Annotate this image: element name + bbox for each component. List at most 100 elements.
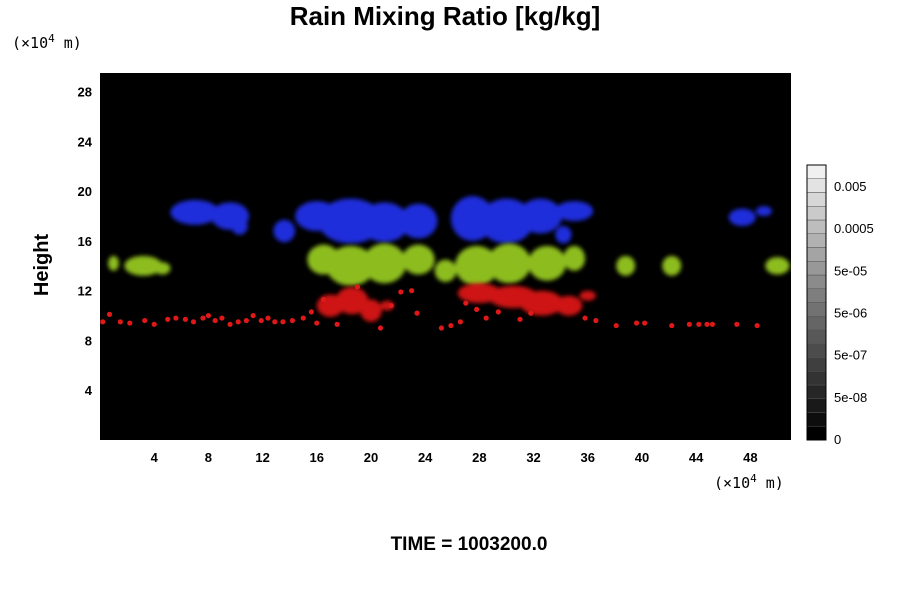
layer-0-region-12: [555, 226, 572, 244]
layer-1-region-2: [154, 262, 171, 275]
colorbar-label: 0.0005: [834, 221, 874, 236]
layer-1-region-9: [487, 243, 531, 284]
rain-dot: [117, 319, 123, 325]
rain-dot: [182, 316, 188, 322]
rain-dot: [495, 309, 501, 315]
layer-1-region-4: [326, 245, 376, 286]
layer-2-region-2: [360, 299, 382, 322]
rain-dot: [528, 310, 534, 316]
y-unit-exponent: 4: [48, 32, 55, 45]
rain-dot: [227, 321, 233, 327]
x-tick-label: 24: [418, 450, 433, 465]
layer-1-region-6: [402, 244, 435, 275]
rain-dot: [106, 311, 113, 317]
rain-dot: [517, 316, 523, 322]
x-tick-label: 20: [364, 450, 378, 465]
colorbar-level: [806, 206, 827, 221]
x-unit-prefix: (×10: [714, 474, 750, 492]
rain-dot: [280, 319, 286, 325]
rain-dot: [457, 319, 464, 325]
colorbar-label: 0: [834, 432, 841, 447]
rain-dot: [151, 321, 157, 327]
rain-dot: [709, 321, 716, 327]
layer-0-region-3: [273, 219, 296, 243]
colorbar-level: [806, 233, 827, 248]
layer-2-region-6: [520, 290, 564, 316]
layer-0-region-6: [360, 202, 409, 243]
layer-1-region-11: [563, 245, 586, 271]
rain-dot: [265, 315, 271, 321]
y-tick-label: 28: [78, 85, 92, 100]
colorbar-level: [806, 219, 827, 234]
rain-dot: [734, 321, 740, 327]
rain-dot: [314, 320, 320, 326]
rain-dot: [300, 315, 306, 321]
layer-2-region-7: [555, 295, 583, 316]
colorbar-level: [806, 192, 827, 207]
layer-0-region-14: [755, 206, 773, 217]
x-unit-label: (×104 m): [714, 472, 784, 492]
y-tick-label: 20: [78, 184, 92, 199]
plot-area: [100, 73, 791, 440]
rain-dot: [398, 289, 404, 295]
rain-dot: [205, 312, 211, 319]
layer-1-region-13: [662, 255, 682, 276]
rain-dot: [354, 284, 361, 290]
rain-dot: [219, 315, 225, 321]
layer-1-region-1: [124, 255, 163, 276]
colorbar-label: 5e-05: [834, 263, 867, 278]
colorbar-level: [806, 316, 827, 331]
layer-1-region-10: [528, 245, 567, 281]
colorbar-level: [806, 329, 827, 344]
rain-dot: [463, 300, 469, 306]
x-tick-label: 40: [635, 450, 649, 465]
layer-1-region-5: [362, 243, 407, 284]
colorbar-level: [806, 412, 827, 427]
layer-0-region-9: [479, 198, 534, 244]
x-tick-label: 32: [526, 450, 540, 465]
rain-dot: [704, 321, 710, 327]
rain-dot: [250, 312, 256, 319]
rain-dot: [388, 303, 394, 309]
y-tick-label: 24: [78, 134, 93, 149]
colorbar-level: [806, 343, 827, 358]
chart-title: Rain Mixing Ratio [kg/kg]: [290, 1, 601, 31]
rain-dot: [165, 316, 171, 322]
rain-dot: [483, 315, 489, 321]
y-tick-labels: 4 8 12 16 20 24 28: [78, 85, 93, 399]
rain-dot: [414, 310, 420, 316]
x-tick-label: 8: [205, 450, 212, 465]
y-unit-label: (×104 m): [12, 32, 82, 52]
rain-dot: [272, 319, 278, 325]
colorbar-level: [806, 164, 827, 179]
rain-dot: [474, 306, 480, 312]
rain-dot: [235, 319, 241, 325]
rain-dot: [200, 315, 206, 321]
colorbar-label: 0.005: [834, 179, 867, 194]
colorbar-frame: [806, 164, 827, 441]
rain-dot: [686, 321, 692, 327]
colorbar-label: 5e-08: [834, 390, 867, 405]
colorbar-level: [806, 371, 827, 386]
rain-dots: [100, 284, 760, 331]
rain-dot: [289, 317, 295, 324]
layer-1-region-8: [454, 245, 499, 286]
x-tick-label: 12: [255, 450, 269, 465]
colorbar-level: [806, 247, 827, 262]
rain-dot: [633, 320, 640, 326]
layer-0-region-0: [170, 199, 220, 225]
rain-dot: [320, 296, 327, 303]
layer-1-region-0: [108, 255, 119, 271]
y-unit-suffix: m): [55, 34, 82, 52]
y-axis-label: Height: [31, 234, 53, 297]
x-tick-label: 48: [743, 450, 757, 465]
rain-dot: [190, 319, 197, 325]
rain-dot: [258, 317, 264, 324]
layer-1-region-14: [765, 257, 790, 275]
colorbar-level: [806, 302, 827, 317]
layer-1: [108, 243, 790, 286]
time-label: TIME = 1003200.0: [391, 534, 548, 555]
layer-1-region-7: [434, 259, 457, 283]
rain-dot: [100, 319, 106, 325]
